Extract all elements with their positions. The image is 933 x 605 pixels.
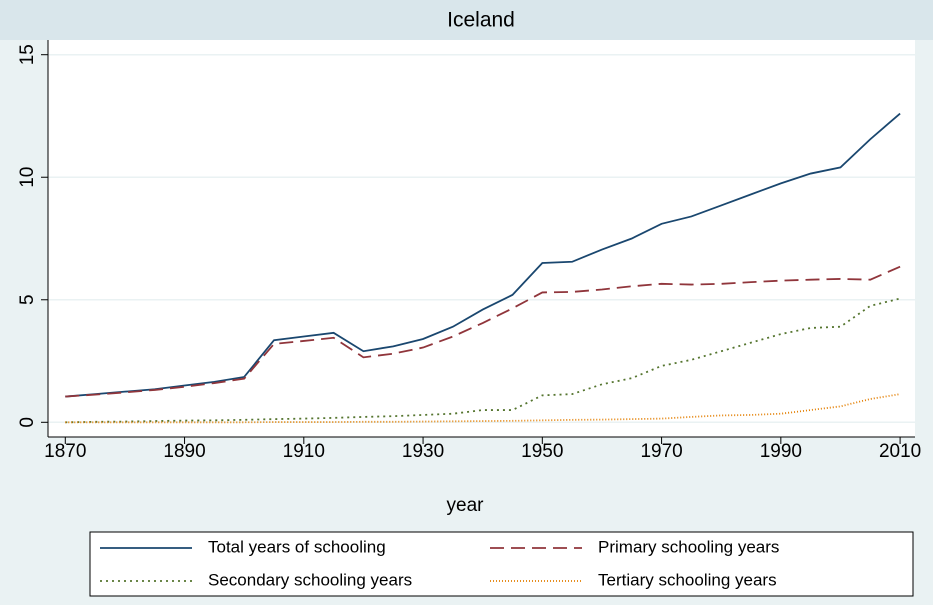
legend-label: Secondary schooling years (208, 570, 412, 589)
legend-label: Tertiary schooling years (598, 570, 777, 589)
series-line (65, 112, 901, 398)
legend-label: Primary schooling years (598, 537, 779, 556)
y-tick-label: 5 (17, 294, 38, 305)
y-tick-label: 10 (17, 167, 38, 188)
series-line (65, 265, 901, 398)
x-tick-label: 1870 (44, 441, 86, 462)
legend-label: Total years of schooling (208, 537, 386, 556)
legend (89, 531, 914, 597)
x-tick-label: 1910 (283, 441, 325, 462)
series-line (65, 297, 901, 424)
series-line (65, 393, 901, 424)
chart-title: Iceland (447, 9, 515, 32)
x-tick-label: 1950 (521, 441, 563, 462)
x-tick-label: 1930 (402, 441, 444, 462)
x-tick-label: 1890 (163, 441, 205, 462)
x-tick-label: 2010 (879, 441, 921, 462)
x-tick-label: 1990 (760, 441, 802, 462)
plot-area (48, 40, 915, 437)
x-axis-label: year (447, 495, 485, 516)
x-tick-label: 1970 (640, 441, 682, 462)
y-tick-label: 15 (17, 44, 38, 65)
y-tick-label: 0 (17, 417, 38, 428)
title-band (0, 0, 933, 40)
